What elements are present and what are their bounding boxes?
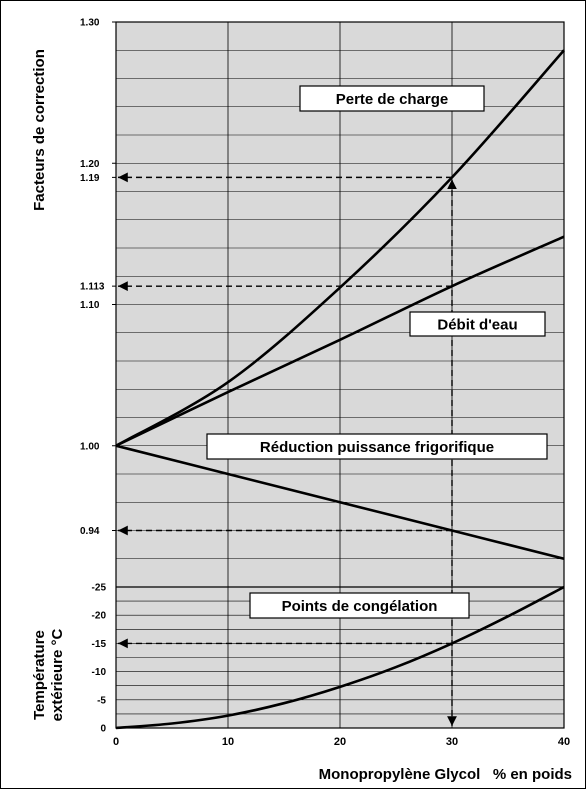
y-tick-label-bottom: 0 [100, 724, 106, 735]
y-axis-label-bottom-line2: extérieure °C [49, 628, 66, 721]
annotation-box-2 [206, 433, 548, 460]
y-tick-label-top: 1.113 [80, 282, 105, 293]
y-axis-label-top: Facteurs de correction [31, 49, 48, 211]
y-tick-label-bottom: -10 [92, 667, 107, 678]
series-line-3 [115, 585, 565, 730]
plot-border [115, 21, 565, 729]
x-tick-label: 40 [558, 736, 570, 748]
series-line-0 [115, 49, 565, 447]
y-tick-label-bottom: -25 [92, 583, 107, 594]
y-tick-label-bottom: -5 [97, 695, 106, 706]
x-tick-label: 10 [222, 736, 234, 748]
annotation-label-3: Points de congélation [282, 598, 438, 615]
y-tick-label-top: 1.30 [80, 18, 100, 29]
annotation-label-0: Perte de charge [336, 91, 449, 108]
annotation-boxes: Perte de charge Débit d'eau Réduction puis… [206, 85, 548, 619]
x-tick-label: 0 [113, 736, 119, 748]
series-lines [115, 49, 565, 730]
y-tick-label-top: 1.20 [80, 159, 100, 170]
annotation-box-1 [409, 311, 546, 337]
series-line-1 [115, 235, 565, 447]
y-tick-label-top: 1.00 [80, 441, 100, 452]
x-axis-label: Monopropylène Glycol % en poids [319, 766, 572, 783]
y-tick-label-bottom: -20 [92, 611, 107, 622]
y-tick-label-top: 1.19 [80, 173, 100, 184]
series-line-2 [115, 444, 565, 561]
x-tick-label: 20 [334, 736, 346, 748]
y-axis-label-bottom-line1: Température [31, 630, 48, 720]
annotation-label-2: Réduction puissance frigorifique [260, 439, 494, 456]
annotation-label-1: Débit d'eau [437, 317, 517, 334]
x-tick-label: 30 [446, 736, 458, 748]
annotation-box-0 [299, 85, 485, 112]
tick-labels: 1.30 1.20 1.19 1.113 1.10 1.00 0.94 -25 -20 -15 -1… [80, 18, 570, 749]
y-tick-label-top: 0.94 [80, 526, 100, 537]
axes [115, 21, 565, 729]
annotation-box-3 [249, 592, 470, 619]
y-tick-label-bottom: -15 [92, 639, 107, 650]
y-tick-label-top: 1.10 [80, 300, 100, 311]
